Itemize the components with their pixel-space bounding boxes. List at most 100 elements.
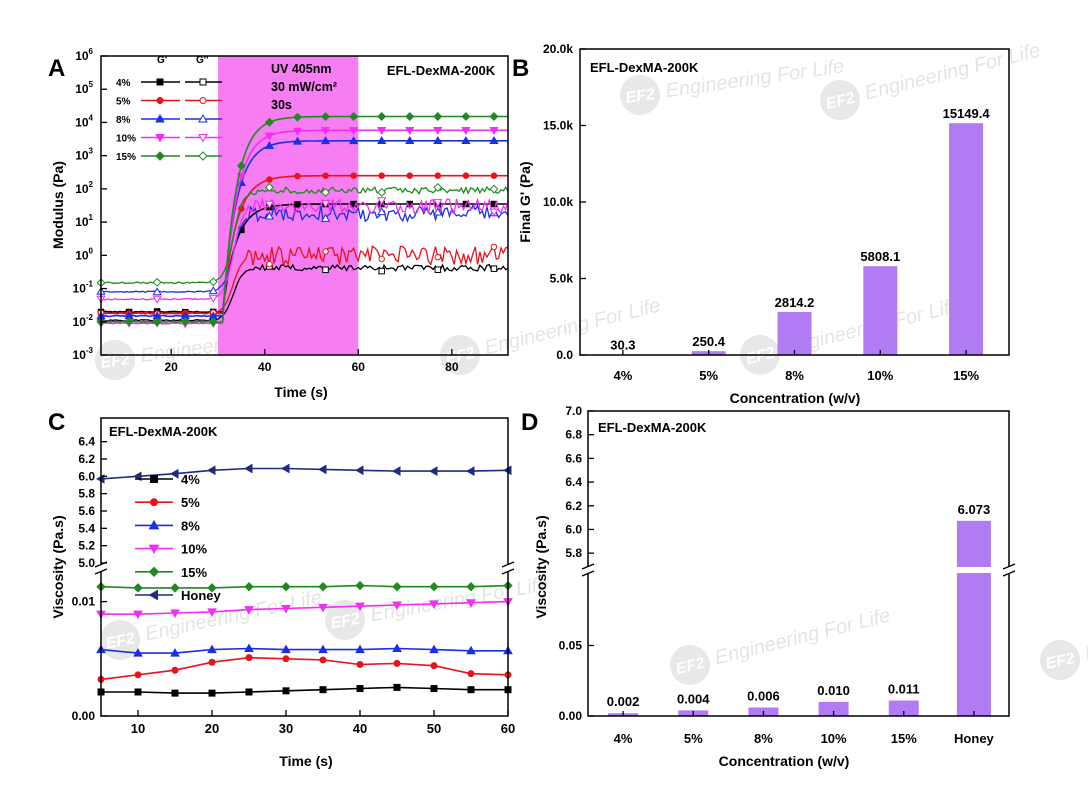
- marker-loss-8%: [377, 207, 387, 216]
- bar-value-label: 30.3: [610, 338, 635, 353]
- marker-storage-5%: [266, 176, 273, 183]
- bar-value-label: 0.006: [747, 689, 780, 704]
- marker-storage-4%: [294, 201, 301, 208]
- panel-a-title: EFL-DexMA-200K: [387, 63, 496, 78]
- data-point-Honey: [317, 464, 327, 475]
- marker-loss-10%: [377, 197, 387, 206]
- data-point-Honey: [243, 463, 253, 474]
- marker-loss-8%: [264, 211, 275, 220]
- marker-loss-15%: [152, 277, 162, 287]
- legend-marker-storage: [155, 113, 165, 123]
- data-point-10%: [318, 603, 328, 613]
- x-tick-label: 5%: [684, 731, 703, 746]
- bar-value-label: 0.002: [607, 694, 640, 709]
- x-tick-label: 20: [205, 721, 219, 736]
- marker-storage-5%: [350, 172, 357, 179]
- y-tick-label: 10-2: [73, 313, 94, 329]
- legend-marker: [148, 566, 160, 578]
- data-point-5%: [393, 659, 401, 667]
- panel-d-label: D: [521, 409, 538, 436]
- marker-storage-10%: [320, 127, 331, 136]
- y-tick-label-upper: 5.8: [565, 546, 582, 560]
- panel-c-xlabel: Time (s): [279, 753, 332, 769]
- marker-storage-8%: [433, 136, 443, 145]
- data-point-5%: [319, 656, 327, 664]
- marker-loss-15%: [321, 187, 331, 197]
- x-tick-label: Honey: [954, 731, 995, 746]
- y-tick-label-upper: 5.2: [78, 539, 95, 553]
- marker-storage-5%: [294, 172, 301, 180]
- bar-15%: [888, 700, 919, 716]
- data-point-4%: [282, 687, 290, 695]
- marker-loss-5%: [434, 253, 442, 261]
- series-loss-modulus-8%: [100, 204, 509, 294]
- panel-b: B 30.3 250.4 2814.2 5808.1 15149.4 0.0 5.0k 10…: [512, 42, 1010, 406]
- marker-storage-15%: [377, 112, 387, 121]
- marker-loss-10%: [152, 295, 162, 304]
- y-tick-label-upper: 5.8: [78, 487, 95, 501]
- data-point-10%: [244, 606, 254, 615]
- data-point-10%: [466, 599, 476, 608]
- data-point-8%: [392, 643, 402, 653]
- axis-break-mark: [581, 563, 595, 570]
- legend-label: 10%: [116, 134, 136, 145]
- legend-marker: [150, 498, 158, 507]
- data-point-10%: [429, 600, 439, 609]
- data-point-5%: [282, 655, 290, 663]
- marker-storage-5%: [490, 172, 498, 179]
- marker-loss-10%: [433, 199, 443, 208]
- data-point-4%: [430, 685, 438, 693]
- data-point-15%: [466, 582, 476, 592]
- axis-break-mark: [501, 568, 515, 575]
- bar-break-gap: [955, 567, 992, 573]
- data-point-15%: [318, 582, 328, 592]
- data-point-15%: [207, 583, 217, 593]
- marker-storage-5%: [434, 172, 442, 179]
- legend-marker-loss: [198, 113, 208, 123]
- marker-loss-15%: [377, 187, 387, 197]
- y-tick-label-upper: 6.8: [565, 428, 582, 442]
- data-point-4%: [208, 689, 216, 697]
- y-tick-label-upper: 6.4: [78, 435, 95, 449]
- y-tick-label: 102: [75, 180, 93, 196]
- marker-storage-15%: [461, 112, 471, 121]
- y-tick-label-upper: 5.6: [78, 504, 95, 518]
- series-line-15%: [100, 584, 509, 589]
- axis-break-mark: [1002, 563, 1016, 570]
- panel-d-ylabel: Viscosity (Pa.s): [533, 515, 549, 618]
- bar-value-label: 5808.1: [860, 249, 900, 264]
- axis-break-gap: [583, 567, 593, 574]
- data-point-8%: [466, 645, 476, 655]
- x-tick-label: 40: [258, 360, 272, 374]
- y-tick-label-upper: 6.6: [565, 451, 582, 465]
- marker-storage-15%: [180, 316, 190, 326]
- y-tick-label: 10-1: [73, 280, 94, 296]
- data-point-Honey: [428, 466, 438, 476]
- watermark-caption: Engineering For Life: [1083, 606, 1088, 665]
- marker-storage-15%: [264, 117, 274, 127]
- bar-value-label: 250.4: [692, 334, 725, 349]
- legend-marker-loss: [198, 134, 208, 143]
- data-point-10%: [355, 602, 365, 612]
- marker-storage-5%: [322, 172, 329, 179]
- panel-c-ylabel: Viscosity (Pa.s): [50, 515, 66, 618]
- panel-b-title: EFL-DexMA-200K: [590, 60, 699, 75]
- data-point-8%: [281, 644, 291, 654]
- data-point-15%: [281, 582, 291, 592]
- x-tick-label: 10%: [821, 731, 847, 746]
- data-point-Honey: [391, 466, 401, 476]
- series-line-5%: [100, 656, 509, 681]
- y-tick-label-upper: 6.0: [565, 522, 582, 536]
- data-point-10%: [133, 610, 143, 620]
- legend-label: 15%: [181, 565, 207, 580]
- marker-loss-15%: [433, 182, 443, 192]
- y-tick-label-upper: 5.4: [78, 521, 95, 535]
- panel-d-xlabel: Concentration (w/v): [719, 753, 850, 769]
- marker-loss-8%: [433, 207, 443, 216]
- marker-loss-15%: [264, 182, 274, 192]
